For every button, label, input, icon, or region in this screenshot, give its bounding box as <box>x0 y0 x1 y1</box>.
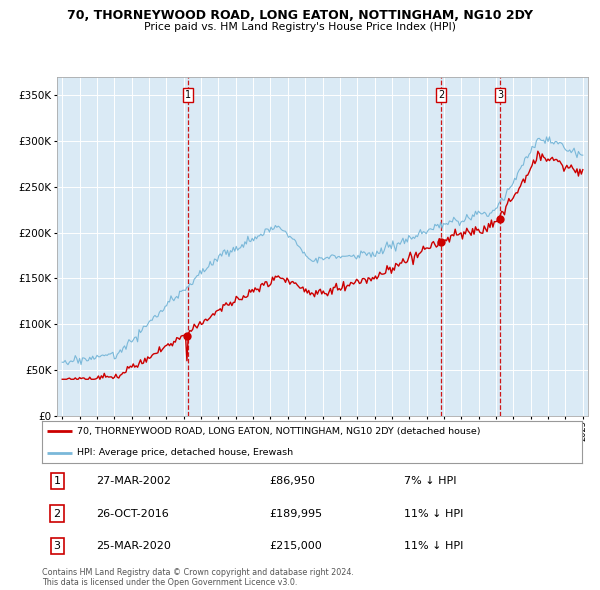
Text: 27-MAR-2002: 27-MAR-2002 <box>96 476 171 486</box>
Text: £189,995: £189,995 <box>269 509 322 519</box>
Text: 25-MAR-2020: 25-MAR-2020 <box>96 541 171 551</box>
Text: 3: 3 <box>53 541 61 551</box>
Text: HPI: Average price, detached house, Erewash: HPI: Average price, detached house, Erew… <box>77 448 293 457</box>
Text: 7% ↓ HPI: 7% ↓ HPI <box>404 476 457 486</box>
Text: 11% ↓ HPI: 11% ↓ HPI <box>404 509 463 519</box>
Text: 26-OCT-2016: 26-OCT-2016 <box>96 509 169 519</box>
Text: 70, THORNEYWOOD ROAD, LONG EATON, NOTTINGHAM, NG10 2DY: 70, THORNEYWOOD ROAD, LONG EATON, NOTTIN… <box>67 9 533 22</box>
Text: £215,000: £215,000 <box>269 541 322 551</box>
Text: 70, THORNEYWOOD ROAD, LONG EATON, NOTTINGHAM, NG10 2DY (detached house): 70, THORNEYWOOD ROAD, LONG EATON, NOTTIN… <box>77 427 481 436</box>
Text: 1: 1 <box>53 476 61 486</box>
Text: 11% ↓ HPI: 11% ↓ HPI <box>404 541 463 551</box>
Text: £86,950: £86,950 <box>269 476 314 486</box>
Text: 3: 3 <box>497 90 503 100</box>
Text: Contains HM Land Registry data © Crown copyright and database right 2024.
This d: Contains HM Land Registry data © Crown c… <box>42 568 354 587</box>
Text: 1: 1 <box>185 90 191 100</box>
Text: 2: 2 <box>53 509 61 519</box>
Text: 2: 2 <box>438 90 444 100</box>
Text: Price paid vs. HM Land Registry's House Price Index (HPI): Price paid vs. HM Land Registry's House … <box>144 22 456 32</box>
